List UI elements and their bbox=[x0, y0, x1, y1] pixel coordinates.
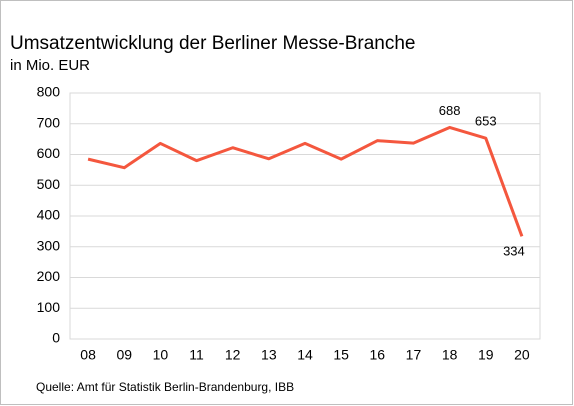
y-tick-label: 700 bbox=[37, 114, 61, 130]
y-tick-label: 0 bbox=[52, 330, 60, 346]
x-tick-label: 17 bbox=[406, 347, 422, 363]
x-tick-label: 16 bbox=[370, 347, 386, 363]
x-tick-label: 19 bbox=[478, 347, 494, 363]
data-label: 334 bbox=[503, 244, 525, 259]
x-tick-label: 09 bbox=[116, 347, 132, 363]
x-tick-label: 13 bbox=[261, 347, 277, 363]
x-tick-label: 18 bbox=[442, 347, 458, 363]
y-tick-label: 800 bbox=[37, 84, 61, 100]
x-tick-label: 08 bbox=[80, 347, 96, 363]
x-tick-label: 20 bbox=[514, 347, 530, 363]
chart-title: Umsatzentwicklung der Berliner Messe-Bra… bbox=[10, 33, 416, 54]
y-tick-label: 500 bbox=[37, 176, 61, 192]
x-tick-label: 10 bbox=[153, 347, 169, 363]
chart-subtitle: in Mio. EUR bbox=[10, 57, 90, 74]
y-tick-label: 100 bbox=[37, 299, 61, 315]
data-label: 688 bbox=[439, 103, 461, 118]
source: Quelle: Amt für Statistik Berlin-Branden… bbox=[36, 380, 294, 394]
y-tick-label: 200 bbox=[37, 268, 61, 284]
y-tick-label: 400 bbox=[37, 207, 61, 223]
data-line bbox=[87, 125, 524, 237]
data-label: 653 bbox=[475, 114, 497, 129]
x-tick-label: 12 bbox=[225, 347, 241, 363]
x-tick-label: 11 bbox=[189, 347, 204, 363]
x-tick-label: 14 bbox=[297, 347, 313, 363]
y-tick-label: 300 bbox=[37, 237, 61, 253]
y-tick-label: 600 bbox=[37, 145, 61, 161]
x-tick-label: 15 bbox=[333, 347, 349, 363]
